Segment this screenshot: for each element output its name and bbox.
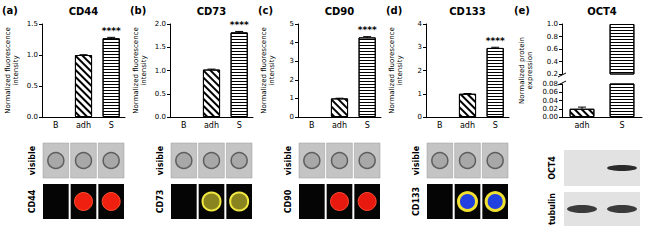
svg-text:0.0: 0.0 [155,113,166,121]
svg-text:tubulin: tubulin [548,193,557,225]
svg-text:1: 1 [418,90,422,98]
svg-text:CD44: CD44 [28,189,37,213]
svg-text:1.5: 1.5 [27,20,38,28]
svg-text:(b): (b) [130,5,146,16]
svg-text:3: 3 [290,57,294,65]
svg-text:adh: adh [574,121,589,130]
svg-text:4: 4 [418,20,423,28]
svg-text:CD90: CD90 [325,6,355,17]
svg-text:OCT4: OCT4 [548,156,557,180]
svg-text:CD73: CD73 [156,190,165,214]
svg-text:0.06: 0.06 [542,88,558,96]
svg-text:intensity: intensity [396,55,404,85]
svg-text:****: **** [486,36,505,46]
svg-text:(e): (e) [514,5,530,16]
svg-text:2: 2 [418,67,422,75]
svg-text:visible: visible [156,145,165,175]
svg-text:visible: visible [284,145,293,175]
svg-text:intensity: intensity [12,55,20,85]
svg-text:adh: adh [76,121,91,130]
svg-text:0: 0 [290,113,294,121]
svg-text:0.8: 0.8 [547,33,558,41]
svg-text:(c): (c) [258,5,273,16]
svg-text:****: **** [102,26,121,36]
svg-text:(a): (a) [2,5,18,16]
svg-text:1: 1 [290,94,294,102]
svg-text:B: B [437,121,443,130]
svg-text:0.02: 0.02 [542,105,558,113]
svg-text:intensity: intensity [140,55,148,85]
svg-text:0.5: 0.5 [155,90,166,98]
svg-text:adh: adh [460,121,475,130]
svg-text:****: **** [230,20,249,30]
svg-text:0: 0 [418,113,422,121]
svg-text:B: B [181,121,187,130]
svg-text:4: 4 [290,39,295,47]
svg-text:0.08: 0.08 [542,80,558,88]
svg-text:Normalized fluorescence: Normalized fluorescence [4,27,12,113]
svg-text:CD44: CD44 [69,6,99,17]
svg-text:CD133: CD133 [449,6,486,17]
svg-text:2: 2 [290,76,294,84]
svg-text:adh: adh [332,121,347,130]
svg-text:S: S [619,121,624,130]
svg-text:0.0: 0.0 [27,113,38,121]
svg-text:3: 3 [418,43,422,51]
svg-text:B: B [53,121,59,130]
svg-text:1.5: 1.5 [155,43,166,51]
svg-text:CD133: CD133 [412,187,421,216]
svg-text:Normalized fluorescence: Normalized fluorescence [388,27,396,113]
svg-text:CD90: CD90 [284,189,293,213]
svg-text:expression: expression [526,52,534,90]
svg-text:visible: visible [412,145,421,175]
svg-text:****: **** [358,25,377,35]
svg-text:S: S [493,121,498,130]
svg-text:visible: visible [28,145,37,175]
svg-text:0.00: 0.00 [542,113,558,121]
svg-text:0.04: 0.04 [542,97,558,105]
svg-text:1.0: 1.0 [155,67,166,75]
svg-text:intensity: intensity [268,55,276,85]
svg-text:Normalized protein: Normalized protein [518,37,526,104]
svg-text:5: 5 [290,20,294,28]
svg-text:S: S [237,121,242,130]
svg-text:Normalized fluorescence: Normalized fluorescence [132,27,140,113]
svg-text:(d): (d) [386,5,402,16]
svg-text:OCT4: OCT4 [587,6,617,17]
svg-text:S: S [365,121,370,130]
svg-text:adh: adh [204,121,219,130]
svg-text:B: B [309,121,315,130]
svg-text:S: S [109,121,114,130]
svg-text:1.0: 1.0 [547,20,558,28]
svg-text:0.6: 0.6 [547,45,559,53]
svg-text:0.5: 0.5 [27,82,38,90]
svg-text:Normalized fluorescence: Normalized fluorescence [260,27,268,113]
svg-text:CD73: CD73 [197,6,227,17]
svg-text:0.2: 0.2 [547,70,558,78]
svg-text:1.0: 1.0 [27,51,38,59]
svg-text:2.0: 2.0 [155,20,166,28]
svg-text:0.4: 0.4 [547,58,559,66]
